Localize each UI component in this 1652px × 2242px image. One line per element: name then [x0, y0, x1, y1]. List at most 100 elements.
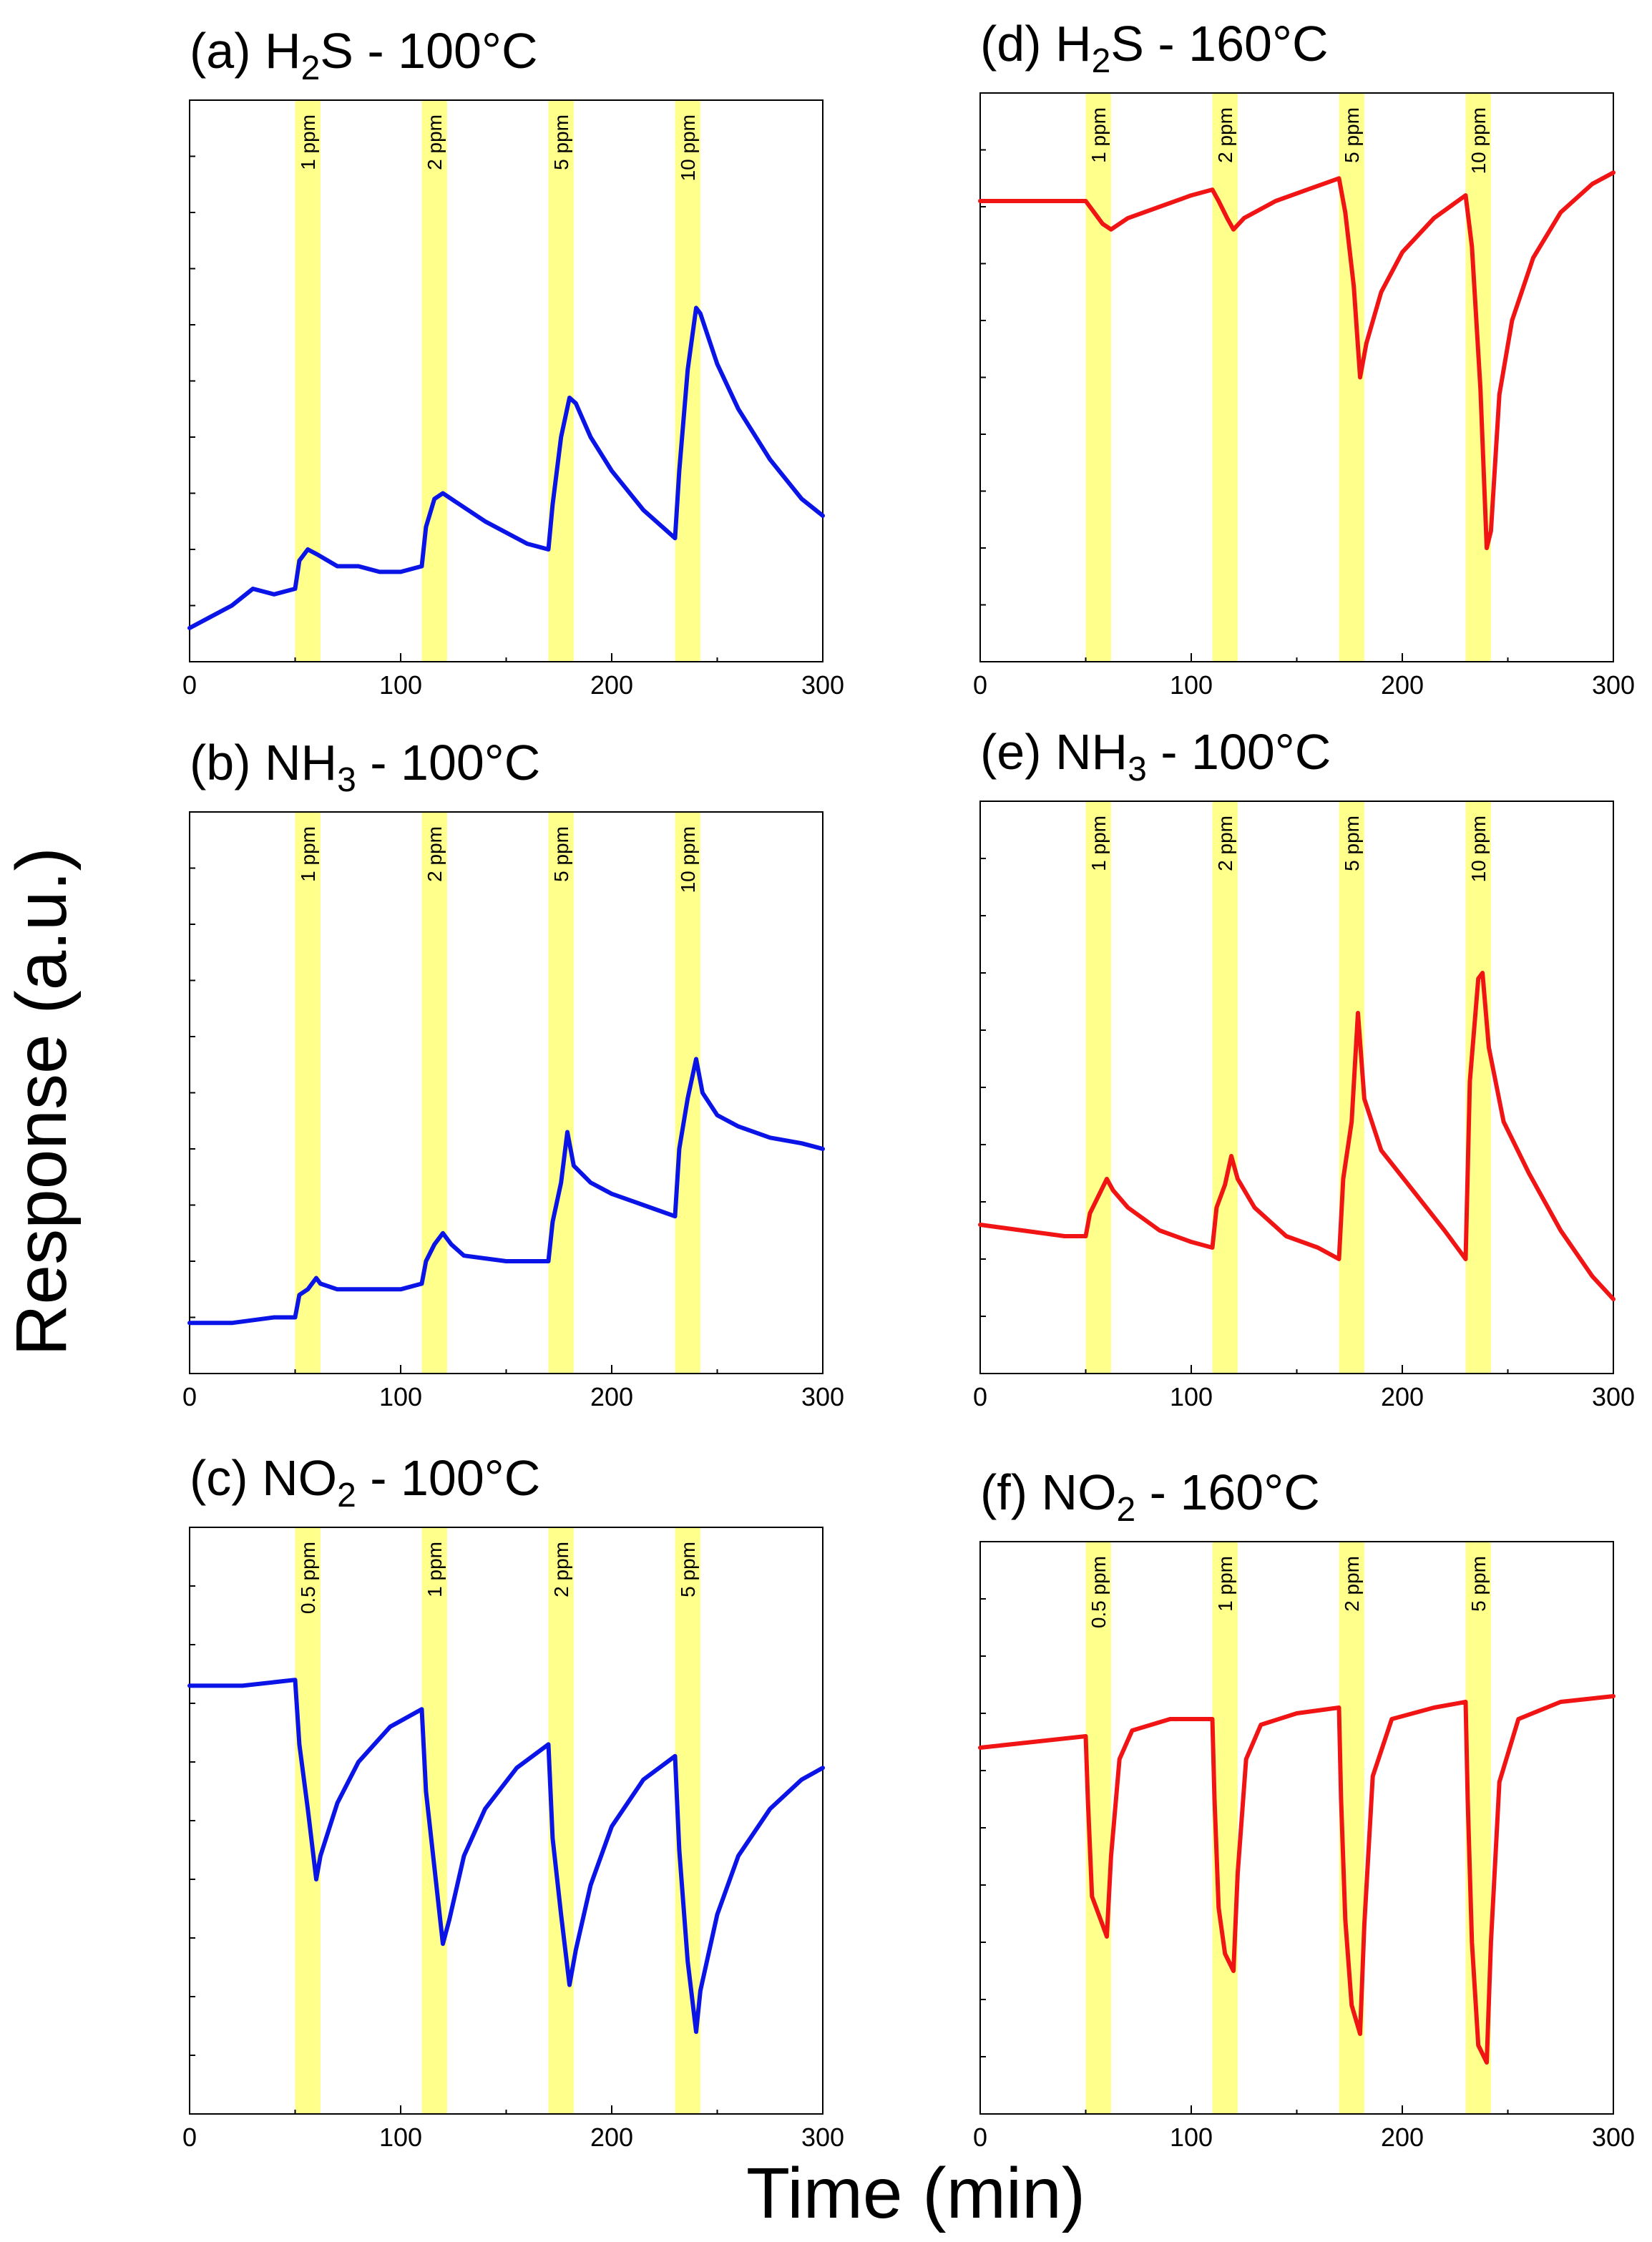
x-tick-label-c-0: 0 — [182, 2123, 197, 2152]
x-tick-label-c-2: 200 — [590, 2123, 633, 2152]
panel-title-prefix-b: (b) NH — [190, 735, 337, 790]
series-line-e-0 — [978, 971, 1616, 1301]
panel-title-b: (b) NH3 - 100°C — [190, 735, 540, 799]
x-tick-label-a-0: 0 — [182, 670, 197, 700]
x-tick-label-b-3: 300 — [801, 1382, 844, 1411]
panel-title-suffix-e: - 100°C — [1147, 724, 1331, 780]
band-label-a-1: 2 ppm — [424, 114, 446, 170]
band-label-a-3: 10 ppm — [677, 114, 699, 181]
x-tick-label-a-2: 200 — [590, 670, 633, 700]
plot-frame-b — [189, 811, 823, 1374]
exposure-band-b-2 — [548, 812, 574, 1374]
x-tick-label-e-1: 100 — [1170, 1382, 1213, 1411]
x-tick-label-d-2: 200 — [1381, 670, 1424, 700]
series-line-b-0 — [187, 1057, 825, 1326]
band-label-b-0: 1 ppm — [297, 826, 319, 882]
band-label-e-2: 5 ppm — [1341, 816, 1363, 871]
x-tick-label-a-1: 100 — [379, 670, 422, 700]
series-line-c-0 — [187, 1678, 825, 2035]
plot-frame-d — [979, 92, 1614, 662]
x-tick-label-a-3: 300 — [801, 670, 844, 700]
band-label-c-3: 5 ppm — [677, 1542, 699, 1597]
band-label-b-1: 2 ppm — [424, 826, 446, 882]
series-line-f-0 — [978, 1694, 1616, 2065]
band-label-e-0: 1 ppm — [1088, 816, 1110, 871]
panel-title-subscript-a: 2 — [301, 49, 321, 87]
plot-frame-a — [189, 99, 823, 662]
panel-title-suffix-a: S - 100°C — [320, 23, 537, 79]
panel-title-a: (a) H2S - 100°C — [190, 23, 538, 87]
x-tick-label-b-2: 200 — [590, 1382, 633, 1411]
panel-a: 1 ppm 2 ppm 5 ppm 10 ppm 0 100 200 300 (a) H2S -… — [182, 23, 844, 700]
band-label-c-0: 0.5 ppm — [297, 1542, 319, 1614]
exposure-band-e-1 — [1212, 801, 1238, 1374]
panel-title-suffix-d: S - 160°C — [1110, 16, 1328, 72]
panel-d: 1 ppm 2 ppm 5 ppm 10 ppm 0 100 200 300 (d) H2S -… — [973, 16, 1635, 700]
panel-title-prefix-e: (e) NH — [980, 724, 1128, 780]
x-tick-label-f-1: 100 — [1170, 2123, 1213, 2152]
x-tick-label-e-2: 200 — [1381, 1382, 1424, 1411]
exposure-band-a-2 — [548, 100, 574, 662]
x-tick-label-f-3: 300 — [1592, 2123, 1635, 2152]
panel-f: 0.5 ppm 1 ppm 2 ppm 5 ppm 0 100 200 300 (f) NO2 … — [973, 1464, 1635, 2152]
x-tick-label-e-3: 300 — [1592, 1382, 1635, 1411]
panel-e: 1 ppm 2 ppm 5 ppm 10 ppm 0 100 200 300 (e) NH3 -… — [973, 724, 1635, 1411]
band-label-b-2: 5 ppm — [550, 826, 572, 882]
panel-title-suffix-b: - 100°C — [356, 735, 541, 790]
band-label-a-2: 5 ppm — [550, 114, 572, 170]
x-tick-label-e-0: 0 — [973, 1382, 987, 1411]
x-axis-title: Time (min) — [746, 2153, 1085, 2233]
panel-title-prefix-c: (c) NO — [190, 1450, 337, 1506]
panel-title-subscript-b: 3 — [337, 761, 356, 799]
exposure-band-e-0 — [1085, 801, 1111, 1374]
band-label-f-0: 0.5 ppm — [1088, 1556, 1110, 1628]
exposure-band-d-0 — [1085, 93, 1111, 662]
band-label-e-1: 2 ppm — [1214, 816, 1236, 871]
panel-title-subscript-e: 3 — [1128, 750, 1147, 788]
exposure-band-a-1 — [421, 100, 447, 662]
band-label-a-0: 1 ppm — [297, 114, 319, 170]
x-tick-label-b-1: 100 — [379, 1382, 422, 1411]
band-label-d-1: 2 ppm — [1214, 107, 1236, 163]
exposure-band-d-1 — [1212, 93, 1238, 662]
plot-frame-e — [979, 801, 1614, 1374]
y-axis-title: Response (a.u.) — [1, 847, 82, 1356]
panel-title-f: (f) NO2 - 160°C — [980, 1464, 1320, 1529]
panel-c: 0.5 ppm 1 ppm 2 ppm 5 ppm 0 100 200 300 (c) NO2 … — [182, 1450, 844, 2152]
plot-frame-f — [979, 1541, 1614, 2115]
series-line-a-0 — [187, 305, 825, 630]
x-tick-label-f-2: 200 — [1381, 2123, 1424, 2152]
band-label-f-1: 1 ppm — [1214, 1556, 1236, 1612]
exposure-band-c-1 — [421, 1527, 447, 2114]
panel-title-suffix-f: - 160°C — [1135, 1464, 1320, 1520]
band-label-c-1: 1 ppm — [424, 1542, 446, 1597]
band-label-c-2: 2 ppm — [550, 1542, 572, 1597]
plot-frame-c — [189, 1527, 823, 2115]
band-label-d-2: 5 ppm — [1341, 107, 1363, 163]
panel-title-c: (c) NO2 - 100°C — [190, 1450, 540, 1514]
band-label-f-3: 5 ppm — [1467, 1556, 1490, 1612]
x-tick-label-c-1: 100 — [379, 2123, 422, 2152]
x-tick-label-c-3: 300 — [801, 2123, 844, 2152]
panel-title-prefix-d: (d) H — [980, 16, 1092, 72]
x-tick-label-d-1: 100 — [1170, 670, 1213, 700]
x-tick-label-f-0: 0 — [973, 2123, 987, 2152]
panel-title-e: (e) NH3 - 100°C — [980, 724, 1331, 788]
x-tick-label-d-0: 0 — [973, 670, 987, 700]
band-label-f-2: 2 ppm — [1341, 1556, 1363, 1612]
band-label-d-0: 1 ppm — [1088, 107, 1110, 163]
x-tick-label-d-3: 300 — [1592, 670, 1635, 700]
panel-title-subscript-f: 2 — [1117, 1491, 1136, 1529]
panel-title-subscript-d: 2 — [1092, 42, 1111, 80]
series-line-d-0 — [978, 170, 1616, 550]
band-label-d-3: 10 ppm — [1467, 107, 1490, 174]
band-label-e-3: 10 ppm — [1467, 816, 1490, 882]
exposure-band-b-1 — [421, 812, 447, 1374]
x-tick-label-b-0: 0 — [182, 1382, 197, 1411]
panel-title-d: (d) H2S - 160°C — [980, 16, 1329, 80]
panel-title-subscript-c: 2 — [337, 1477, 356, 1514]
band-label-b-3: 10 ppm — [677, 826, 699, 893]
panel-b: 1 ppm 2 ppm 5 ppm 10 ppm 0 100 200 300 (b) NH3 -… — [182, 735, 844, 1411]
